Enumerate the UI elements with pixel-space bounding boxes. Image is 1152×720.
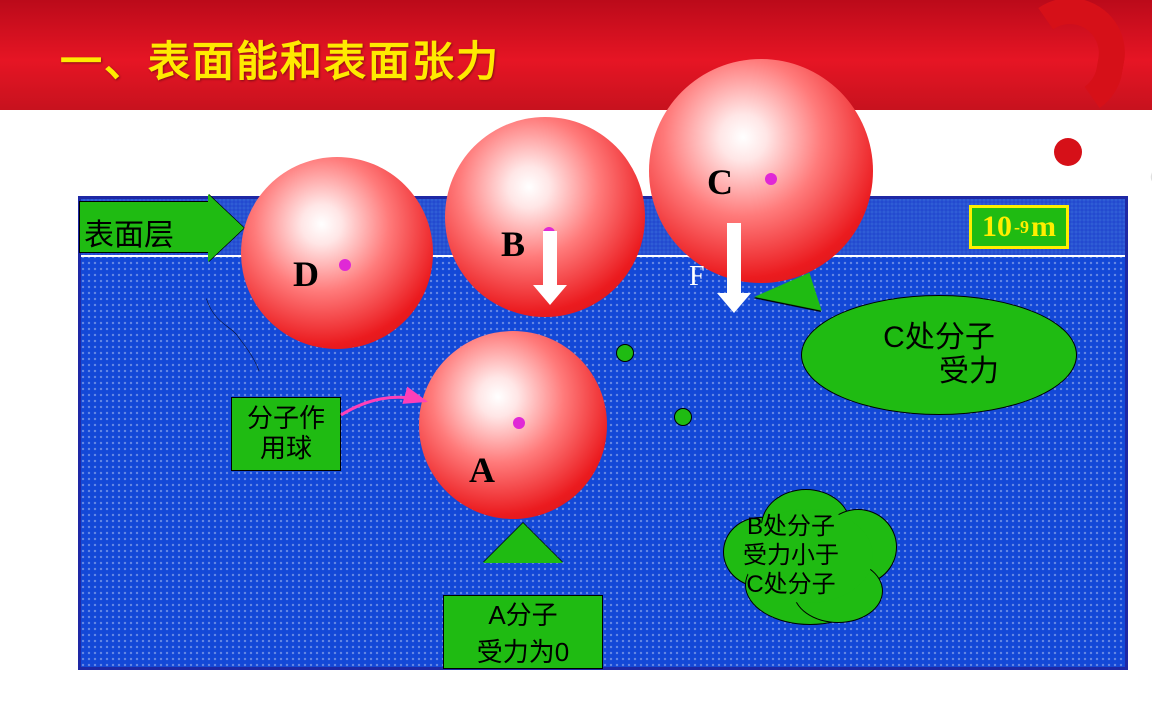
force-label-c: F <box>689 261 705 293</box>
callout-c: C处分子 受力 <box>801 295 1077 415</box>
molecule-a-label: A <box>469 449 495 491</box>
question-mark-icon <box>1004 0 1133 127</box>
thinker-mascot <box>968 6 1148 226</box>
molecule-d-center-dot <box>339 259 351 271</box>
molecule-d-label: D <box>293 253 319 295</box>
diagram-canvas: 表面层 10-9m DBCA F C处分子 受力 分子作 用球 <box>78 196 1128 670</box>
scale-base: 10 <box>982 210 1012 244</box>
callout-b-line1: B处分子 <box>743 513 839 542</box>
scale-indicator: 10-9m <box>969 205 1069 249</box>
molecule-b-label: B <box>501 223 525 265</box>
callout-c-line1: C处分子 <box>879 321 999 356</box>
callout-a-line1: A分子 <box>488 595 557 632</box>
page-title: 一、表面能和表面张力 <box>60 28 500 89</box>
molecule-action-line1: 分子作 <box>247 404 325 434</box>
callout-b-line2: 受力小于 <box>743 542 839 571</box>
callout-b-line3: C处分子 <box>743 571 839 600</box>
molecule-c: C <box>649 59 873 283</box>
question-mark-dot-icon <box>1054 138 1082 166</box>
molecule-c-label: C <box>707 161 733 203</box>
callout-a: A分子 受力为0 <box>443 559 603 669</box>
molecule-a-center-dot <box>513 417 525 429</box>
callout-b-text: B处分子 受力小于 C处分子 <box>743 513 839 599</box>
scale-exp: -9 <box>1014 217 1029 238</box>
molecule-action-box: 分子作 用球 <box>231 397 341 471</box>
callout-a-line2: 受力为0 <box>477 632 569 669</box>
force-arrow-b <box>543 231 557 287</box>
molecule-c-center-dot <box>765 173 777 185</box>
force-arrow-c <box>727 223 741 295</box>
scale-unit: m <box>1031 210 1056 244</box>
molecule-d: D <box>241 157 433 349</box>
callout-b-cloud: B处分子 受力小于 C处分子 <box>723 489 893 619</box>
curve-marker-2 <box>674 408 692 426</box>
surface-layer-text: 表面层 <box>84 210 174 254</box>
molecule-a: A <box>419 331 607 519</box>
molecule-action-line2: 用球 <box>247 434 325 464</box>
callout-c-line2: 受力 <box>879 355 999 390</box>
callout-a-arrowhead-icon <box>483 523 563 563</box>
surface-layer-arrow-label: 表面层 <box>79 201 209 253</box>
curve-marker-1 <box>616 344 634 362</box>
